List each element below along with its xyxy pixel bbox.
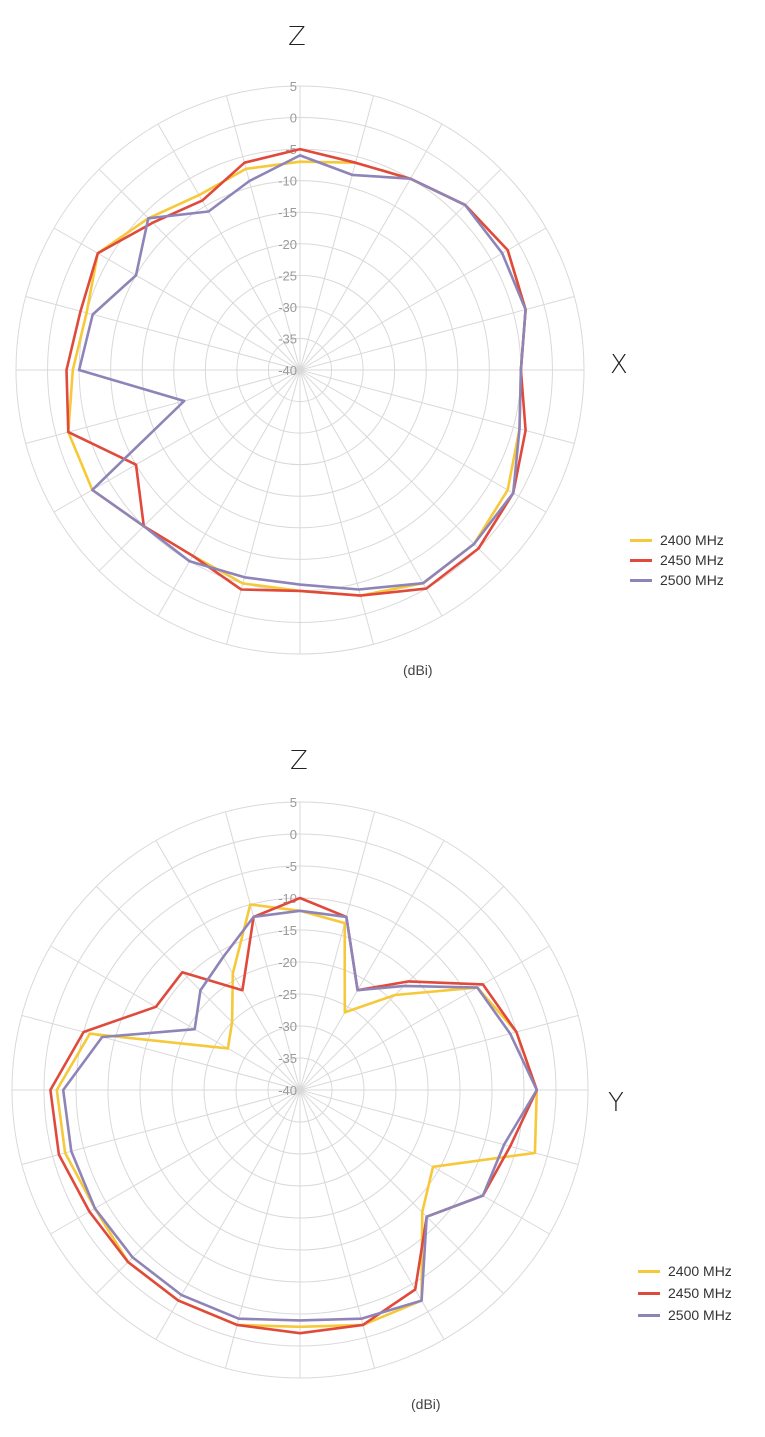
axis-label-z: Z — [290, 746, 308, 776]
grid-spoke — [224, 1089, 301, 1369]
grid-spoke — [224, 811, 301, 1091]
legend-label: 2400 MHz — [660, 532, 724, 548]
grid-spoke — [299, 296, 575, 371]
legend-label: 2450 MHz — [668, 1285, 732, 1301]
legend-swatch — [630, 578, 652, 582]
legend-swatch — [638, 1313, 660, 1317]
grid-spoke — [299, 123, 443, 371]
legend: 2400 MHz 2450 MHz 2500 MHz — [630, 530, 724, 590]
r-tick-label: -10 — [278, 174, 297, 189]
grid-spoke — [299, 1089, 550, 1235]
grid-spoke — [299, 1014, 579, 1091]
r-tick-label: 5 — [290, 795, 297, 810]
legend-item: 2500 MHz — [638, 1304, 732, 1326]
r-tick-label: -25 — [278, 268, 297, 283]
grid-spoke — [299, 369, 443, 617]
r-tick-label: 5 — [290, 79, 297, 94]
series-line-2400-mhz — [67, 160, 527, 597]
grid-spoke — [155, 840, 301, 1091]
r-tick-label: -15 — [278, 923, 297, 938]
unit-label: (dBi) — [403, 662, 433, 678]
r-tick-label: -30 — [278, 300, 297, 315]
unit-label: (dBi) — [411, 1396, 441, 1412]
polar-chart-xz: 5 0 -5 -10 -15 -20 -25 -30 -35 -40 — [15, 79, 585, 655]
axis-label-z: Z — [288, 22, 306, 52]
grid-spoke — [226, 95, 301, 371]
axis-label-x: X — [610, 350, 628, 380]
grid-spoke — [299, 945, 550, 1091]
grid-spoke — [299, 885, 505, 1091]
grid-spoke — [299, 811, 376, 1091]
radiation-pattern-xz: 5 0 -5 -10 -15 -20 -25 -30 -35 -40 Z X (dBi) 2400… — [0, 0, 765, 718]
grid-spoke — [95, 1089, 301, 1295]
legend-item: 2500 MHz — [630, 570, 724, 590]
grid-spoke — [299, 840, 445, 1091]
r-tick-label: -35 — [278, 331, 297, 346]
grid-spoke — [299, 369, 575, 444]
grid-spoke — [299, 1089, 445, 1340]
legend: 2400 MHz 2450 MHz 2500 MHz — [638, 1260, 732, 1326]
r-tick-label: -40 — [278, 363, 297, 378]
legend-swatch — [638, 1291, 660, 1295]
radiation-pattern-yz: 5 0 -5 -10 -15 -20 -25 -30 -35 -40 Z Y (dBi) 2400… — [0, 718, 765, 1436]
grid-spoke — [98, 369, 301, 572]
grid-spoke — [50, 1089, 301, 1235]
grid-spoke — [21, 1089, 301, 1166]
series-line-2450-mhz — [65, 147, 527, 597]
legend-label: 2500 MHz — [660, 572, 724, 588]
legend-item: 2450 MHz — [638, 1282, 732, 1304]
grid-spoke — [21, 1014, 301, 1091]
r-tick-label: -40 — [278, 1083, 297, 1098]
axis-label-y: Y — [608, 1088, 624, 1118]
legend-item: 2450 MHz — [630, 550, 724, 570]
legend-label: 2400 MHz — [668, 1263, 732, 1279]
legend-swatch — [638, 1269, 660, 1273]
r-tick-label: -30 — [278, 1019, 297, 1034]
grid-spoke — [53, 227, 301, 371]
r-tick-label: -35 — [278, 1051, 297, 1066]
grid-spoke — [50, 945, 301, 1091]
grid-spoke — [299, 369, 374, 645]
r-tick-label: -25 — [278, 987, 297, 1002]
r-tick-label: 0 — [290, 827, 297, 842]
r-tick-label: -5 — [285, 859, 297, 874]
grid-spoke — [299, 1089, 376, 1369]
grid-spoke — [299, 369, 547, 513]
grid-spoke — [95, 885, 301, 1091]
grid-spoke — [157, 369, 301, 617]
grid-spoke — [226, 369, 301, 645]
series-line-2450-mhz — [49, 896, 539, 1335]
series-line-2500-mhz — [61, 909, 539, 1322]
legend-swatch — [630, 538, 652, 542]
r-tick-label: -20 — [278, 955, 297, 970]
grid-spoke — [25, 296, 301, 371]
polar-chart-yz: 50-5-10-15-20-25-30-35-40 — [11, 795, 589, 1379]
grid-spoke — [299, 1089, 505, 1295]
grid-spoke — [299, 227, 547, 371]
legend-swatch — [630, 558, 652, 562]
grid-spoke — [299, 168, 502, 371]
grid-spoke — [98, 168, 301, 371]
r-tick-label: 0 — [290, 111, 297, 126]
grid-spoke — [155, 1089, 301, 1340]
r-tick-label: -20 — [278, 237, 297, 252]
grid-spoke — [25, 369, 301, 444]
grid-spoke — [157, 123, 301, 371]
series-line-2500-mhz — [77, 154, 527, 591]
legend-item: 2400 MHz — [630, 530, 724, 550]
grid-spoke — [299, 95, 374, 371]
legend-label: 2500 MHz — [668, 1307, 732, 1323]
grid-spoke — [299, 369, 502, 572]
legend-label: 2450 MHz — [660, 552, 724, 568]
r-tick-label: -15 — [278, 205, 297, 220]
legend-item: 2400 MHz — [638, 1260, 732, 1282]
r-tick-label: -5 — [285, 142, 297, 157]
